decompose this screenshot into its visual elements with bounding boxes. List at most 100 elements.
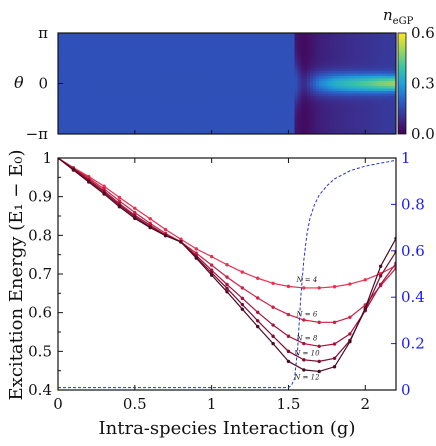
heatmap-cell: [196, 78, 200, 82]
heatmap-cell: [242, 60, 247, 64]
heatmap-cell: [211, 98, 216, 102]
heatmap-cell: [64, 68, 68, 72]
heatmap-cell: [183, 53, 188, 57]
heatmap-cell: [119, 83, 124, 87]
heatmap-cell: [202, 118, 207, 122]
heatmap-cell: [343, 63, 348, 67]
heatmap-cell: [282, 53, 286, 57]
heatmap-cell: [162, 96, 167, 100]
heatmap-cell: [325, 50, 329, 54]
heatmap-cell: [266, 70, 271, 75]
heatmap-cell: [297, 33, 302, 37]
heatmap-cell: [94, 78, 99, 82]
heatmap-cell: [220, 96, 225, 100]
heatmap-cell: [88, 116, 93, 120]
heatmap-cell: [331, 75, 336, 80]
heatmap-cell: [205, 33, 210, 37]
heatmap-cell: [377, 88, 382, 92]
heatmap-cell: [254, 123, 259, 128]
heatmap-cell: [85, 78, 90, 82]
heatmap-cell: [309, 88, 314, 92]
heatmap-cell: [125, 96, 130, 100]
heatmap-cell: [171, 96, 176, 100]
heatmap-cell: [177, 35, 182, 39]
heatmap-cell: [168, 131, 173, 134]
heatmap-cell: [150, 33, 154, 37]
heatmap-cell: [340, 108, 345, 112]
heatmap-cell: [211, 86, 216, 90]
heatmap-cell: [285, 118, 290, 122]
heatmap-cell: [282, 80, 286, 85]
heatmap-cell: [331, 108, 336, 112]
heatmap-cell: [220, 126, 225, 130]
heatmap-cell: [374, 63, 379, 67]
heatmap-cell: [202, 75, 207, 80]
heatmap-cell: [325, 73, 329, 77]
heatmap-cell: [340, 116, 345, 120]
heatmap-cell: [76, 103, 81, 107]
heatmap-cell: [220, 103, 225, 107]
heatmap-cell: [254, 128, 259, 133]
heatmap-cell: [254, 78, 259, 82]
heatmap-cell: [101, 101, 105, 105]
heatmap-cell: [331, 38, 336, 42]
heatmap-y-tick-label: π: [38, 24, 48, 42]
heatmap-cell: [134, 118, 139, 122]
heatmap-cell: [288, 96, 293, 100]
heatmap-cell: [340, 128, 345, 133]
heatmap-cell: [110, 35, 114, 39]
heatmap-cell: [392, 73, 396, 77]
heatmap-cell: [263, 106, 268, 110]
heatmap-cell: [125, 88, 130, 92]
heatmap-cell: [337, 65, 342, 69]
heatmap-cell: [113, 86, 117, 90]
heatmap-cell: [183, 35, 188, 39]
heatmap-cell: [362, 48, 366, 52]
heatmap-cell: [337, 118, 342, 122]
heatmap-cell: [316, 96, 320, 100]
heatmap-cell: [282, 63, 286, 67]
heatmap-cell: [205, 38, 210, 42]
heatmap-cell: [380, 70, 385, 75]
heatmap-cell: [104, 96, 108, 100]
heatmap-cell: [165, 48, 170, 52]
heatmap-cell: [137, 80, 142, 85]
heatmap-cell: [346, 121, 351, 125]
heatmap-cell: [374, 55, 379, 59]
heatmap-cell: [236, 50, 240, 54]
heatmap-cell: [245, 128, 250, 133]
heatmap-cell: [371, 33, 376, 37]
heatmap-cell: [386, 131, 391, 134]
heatmap-cell: [260, 116, 265, 120]
heatmap-cell: [359, 83, 363, 87]
heatmap-cell: [291, 131, 296, 134]
heatmap-cell: [199, 88, 204, 92]
heatmap-cell: [303, 48, 308, 52]
heatmap-cell: [273, 43, 277, 47]
heatmap-cell: [165, 116, 170, 120]
heatmap-cell: [220, 33, 225, 37]
heatmap-cell: [365, 70, 369, 75]
heatmap-cell: [104, 116, 108, 120]
heatmap-cell: [217, 70, 222, 75]
heatmap-cell: [110, 45, 114, 49]
heatmap-cell: [88, 33, 93, 37]
heatmap-cell: [334, 116, 339, 120]
heatmap-cell: [346, 111, 351, 115]
heatmap-cell: [180, 55, 185, 59]
heatmap-cell: [85, 121, 90, 125]
heatmap-cell: [202, 131, 207, 134]
heatmap-cell: [73, 86, 78, 90]
heatmap-cell: [208, 70, 213, 75]
series-point: [332, 342, 337, 346]
heatmap-cell: [325, 101, 329, 105]
heatmap-cell: [257, 50, 262, 54]
heatmap-cell: [325, 38, 329, 42]
heatmap-cell: [101, 68, 105, 72]
series-line: [58, 158, 396, 323]
heatmap-cell: [223, 83, 228, 87]
heatmap-cell: [371, 126, 376, 130]
heatmap-cell: [392, 63, 396, 67]
heatmap-cell: [380, 88, 385, 92]
heatmap-cell: [168, 73, 173, 77]
